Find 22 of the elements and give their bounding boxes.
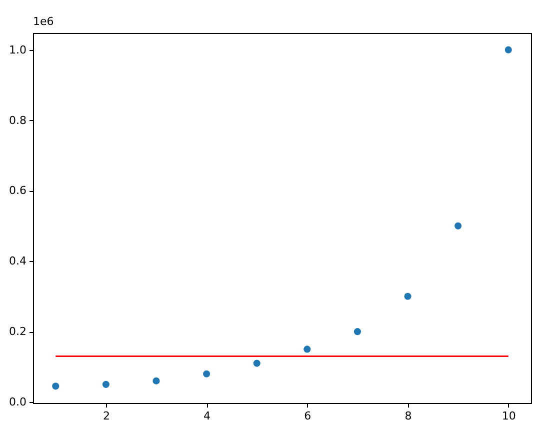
x-tick-label: 4: [204, 410, 211, 422]
x-tick-label: 6: [304, 410, 312, 422]
y-tick-label: 0.2: [9, 325, 26, 338]
text: 1e6: [33, 15, 54, 28]
point: [354, 328, 361, 336]
x-tick-label: 8: [404, 410, 412, 422]
y-tick-label: 0.6: [9, 184, 26, 198]
point: [152, 377, 160, 384]
y-tick-label: 1.0: [9, 43, 26, 56]
y-tick-label: 0.4: [9, 254, 26, 268]
x-tick-label: 2: [102, 410, 110, 422]
point: [52, 382, 60, 390]
y-tick-label: 0.8: [9, 114, 26, 127]
y-tick-label: 0.0: [9, 396, 26, 409]
point: [454, 222, 462, 230]
point: [504, 46, 512, 54]
x-tick-label: 10: [502, 410, 516, 422]
point: [304, 346, 311, 353]
point: [203, 370, 210, 378]
point: [404, 292, 412, 300]
point: [253, 360, 260, 367]
point: [102, 380, 110, 388]
